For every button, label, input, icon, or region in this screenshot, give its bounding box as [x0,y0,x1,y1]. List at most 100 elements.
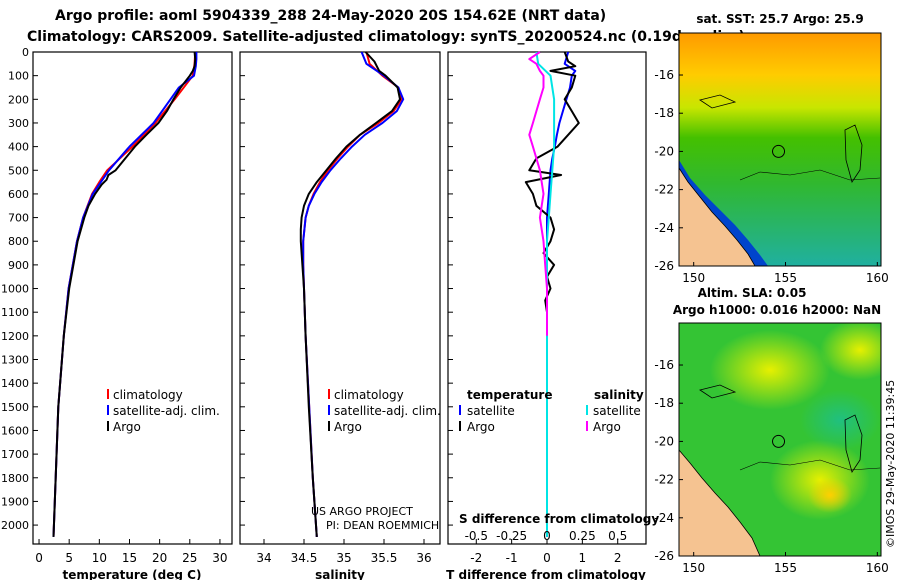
depth-tick-label: 800 [8,235,29,248]
legend-argo-label: Argo [334,420,362,434]
lat-tick-label: -22 [654,473,674,487]
sla-map-image [679,323,881,556]
salinity-legend: climatology satellite-adj. clim. Argo [328,388,441,434]
x-tick-label: -2 [470,551,482,565]
legend-sal-argo-label: Argo [593,420,621,434]
lat-tick-label: -16 [654,358,674,372]
depth-tick-label: 1500 [1,401,29,414]
x-tick-label: 2 [614,551,622,565]
series-argo [299,51,401,537]
salinity-difference-tick-label: -0.25 [496,529,527,543]
salinity-difference-tick-label: 0.5 [608,529,627,543]
lat-tick-label: -24 [654,511,674,525]
lat-tick-label: -22 [654,183,674,197]
temperature-difference-tick-labels: -2 -1 0 1 2 [470,539,622,565]
legend-temp-satellite-label: satellite [467,404,515,418]
argo-location-marker [772,434,786,448]
salinity-difference-tick-labels: -0.5 -0.25 0 0.25 0.5 [465,529,628,543]
lat-tick-label: -26 [654,259,674,273]
credit-label: ©IMOS 29-May-2020 11:39:45 [884,379,897,548]
sst-map: sat. SST: 25.7 Argo: 25.9 150 155 160 -16 -1… [654,12,888,285]
lon-tick-label: 160 [866,561,889,575]
x-tick-label: 36 [416,551,431,565]
bathymetry-contour [739,459,881,471]
depth-tick-label: 1100 [1,306,29,319]
sla-map-frame [678,322,882,557]
series-diff_sal_argo [528,51,548,336]
x-tick-label: 34 [256,551,271,565]
x-tick-label: 0 [543,551,551,565]
depth-tick-label: 700 [8,212,29,225]
sla-map: Altim. SLA: 0.05 Argo h1000: 0.016 h2000… [654,286,888,575]
lon-tick-label: 160 [866,271,889,285]
lon-tick-label: 150 [682,561,705,575]
depth-tick-label: 1600 [1,424,29,437]
difference-profile-panel: -2 -1 0 1 2 temperature satellite Argo salin… [446,51,659,580]
x-tick-label: 15 [122,551,137,565]
depth-tick-label: 200 [8,93,29,106]
temperature-axis-label: temperature (deg C) [63,568,202,580]
x-tick-label: 30 [212,551,227,565]
depth-tick-label: 2000 [1,519,29,532]
sla-low [800,390,880,450]
reef-contour [844,124,863,183]
legend-argo-label: Argo [113,420,141,434]
depth-tick-label: 1800 [1,472,29,485]
salinity-difference-tick-label: -0.5 [465,529,488,543]
difference-legend: temperature satellite Argo salinity sate… [459,388,644,434]
legend-climatology-label: climatology [334,388,404,402]
legend-temperature-title: temperature [467,388,552,402]
depth-tick-label: 900 [8,259,29,272]
temperature-profile-panel: 0100200300400500600700800900100011001200… [1,46,233,580]
salinity-tick-labels: 34 34.5 35 35.5 36 [256,539,432,565]
x-tick-label: -1 [506,551,518,565]
sst-map-title: sat. SST: 25.7 Argo: 25.9 [696,12,863,26]
salinity-difference-tick-label: 0 [543,529,551,543]
lat-tick-label: -20 [654,434,674,448]
legend-temp-argo-label: Argo [467,420,495,434]
lat-tick-label: -16 [654,68,674,82]
depth-tick-label: 1400 [1,377,29,390]
x-tick-label: 0 [35,551,43,565]
reef-contour [699,94,737,109]
temperature-series [52,51,198,537]
pi-label: PI: DEAN ROEMMICH [326,519,439,532]
depth-tick-label: 1700 [1,448,29,461]
x-tick-label: 35.5 [371,551,398,565]
x-tick-label: 5 [65,551,73,565]
x-tick-label: 25 [182,551,197,565]
sla-high [710,330,830,410]
bathymetry-contour [739,169,881,181]
land-mass [679,449,761,556]
sla-map-tick-labels: 150 155 160 -16 -18 -20 -22 -24 -26 [654,358,888,575]
sla-map-title-line1: Altim. SLA: 0.05 [698,286,807,300]
temperature-plot-frame [32,51,233,545]
temperature-tick-labels: 0 5 10 15 20 25 30 [35,539,228,565]
argo-location-marker [772,144,786,158]
x-tick-label: 35 [336,551,351,565]
salinity-difference-tick-label: 0.25 [569,529,596,543]
depth-tick-label: 500 [8,164,29,177]
legend-salinity-title: salinity [594,388,644,402]
difference-series [448,51,580,537]
sla-peak [808,477,852,513]
sla-map-title-line2: Argo h1000: 0.016 h2000: NaN [673,303,881,317]
figure-title-line1: Argo profile: aoml 5904339_288 24-May-20… [55,8,606,24]
salinity-axis-label: salinity [315,568,365,580]
series-argo [52,51,197,537]
depth-tick-label: 400 [8,141,29,154]
reef-contour [844,414,863,473]
figure-title-line2: Climatology: CARS2009. Satellite-adjuste… [27,29,745,45]
salinity-difference-axis-label: S difference from climatology [459,512,659,526]
sst-map-tick-labels: 150 155 160 -16 -18 -20 -22 -24 -26 [654,68,888,285]
depth-tick-label: 1900 [1,495,29,508]
legend-sal-satellite-label: satellite [593,404,641,418]
temperature-difference-axis-label: T difference from climatology [446,568,646,580]
x-tick-label: 34.5 [291,551,318,565]
salinity-series [240,51,405,537]
series-diff_temp_argo [524,51,580,336]
depth-tick-label: 1200 [1,330,29,343]
lat-tick-label: -24 [654,221,674,235]
temperature-legend: climatology satellite-adj. clim. Argo [107,388,220,434]
